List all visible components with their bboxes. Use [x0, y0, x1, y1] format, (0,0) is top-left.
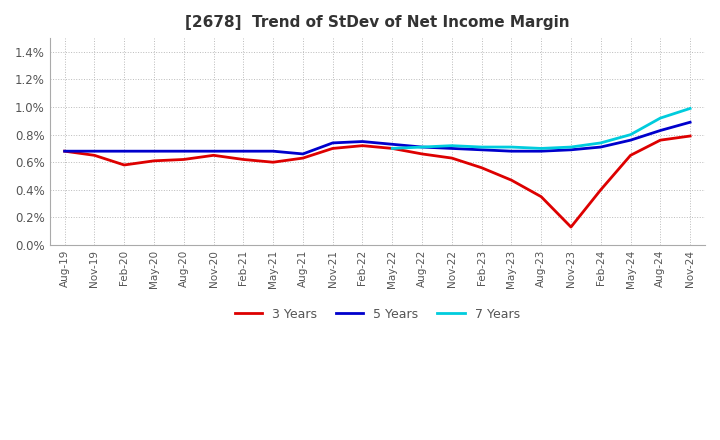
Line: 3 Years: 3 Years: [65, 136, 690, 227]
5 Years: [179, 149, 188, 154]
5 Years: [358, 139, 366, 144]
3 Years: [328, 146, 337, 151]
3 Years: [358, 143, 366, 148]
5 Years: [328, 140, 337, 146]
3 Years: [60, 149, 69, 154]
7 Years: [626, 132, 635, 137]
3 Years: [596, 187, 605, 192]
5 Years: [239, 149, 248, 154]
7 Years: [537, 146, 546, 151]
5 Years: [210, 149, 218, 154]
3 Years: [537, 194, 546, 199]
5 Years: [269, 149, 277, 154]
7 Years: [418, 144, 426, 150]
3 Years: [239, 157, 248, 162]
3 Years: [418, 151, 426, 157]
3 Years: [150, 158, 158, 164]
5 Years: [626, 138, 635, 143]
5 Years: [299, 151, 307, 157]
3 Years: [120, 162, 128, 168]
3 Years: [269, 160, 277, 165]
3 Years: [90, 153, 99, 158]
7 Years: [507, 144, 516, 150]
7 Years: [388, 146, 397, 151]
3 Years: [448, 155, 456, 161]
3 Years: [656, 138, 665, 143]
5 Years: [120, 149, 128, 154]
3 Years: [626, 153, 635, 158]
3 Years: [507, 177, 516, 183]
3 Years: [477, 165, 486, 170]
3 Years: [210, 153, 218, 158]
Legend: 3 Years, 5 Years, 7 Years: 3 Years, 5 Years, 7 Years: [230, 303, 525, 326]
3 Years: [567, 224, 575, 230]
7 Years: [596, 140, 605, 146]
5 Years: [507, 149, 516, 154]
3 Years: [388, 146, 397, 151]
7 Years: [448, 143, 456, 148]
3 Years: [179, 157, 188, 162]
Line: 7 Years: 7 Years: [392, 108, 690, 148]
5 Years: [685, 120, 694, 125]
Title: [2678]  Trend of StDev of Net Income Margin: [2678] Trend of StDev of Net Income Marg…: [185, 15, 570, 30]
5 Years: [418, 144, 426, 150]
5 Years: [90, 149, 99, 154]
7 Years: [685, 106, 694, 111]
5 Years: [537, 149, 546, 154]
5 Years: [477, 147, 486, 152]
5 Years: [448, 146, 456, 151]
Line: 5 Years: 5 Years: [65, 122, 690, 154]
7 Years: [567, 144, 575, 150]
5 Years: [60, 149, 69, 154]
5 Years: [656, 128, 665, 133]
3 Years: [685, 133, 694, 139]
3 Years: [299, 155, 307, 161]
5 Years: [388, 142, 397, 147]
7 Years: [477, 144, 486, 150]
5 Years: [150, 149, 158, 154]
7 Years: [656, 115, 665, 121]
5 Years: [567, 147, 575, 152]
5 Years: [596, 144, 605, 150]
